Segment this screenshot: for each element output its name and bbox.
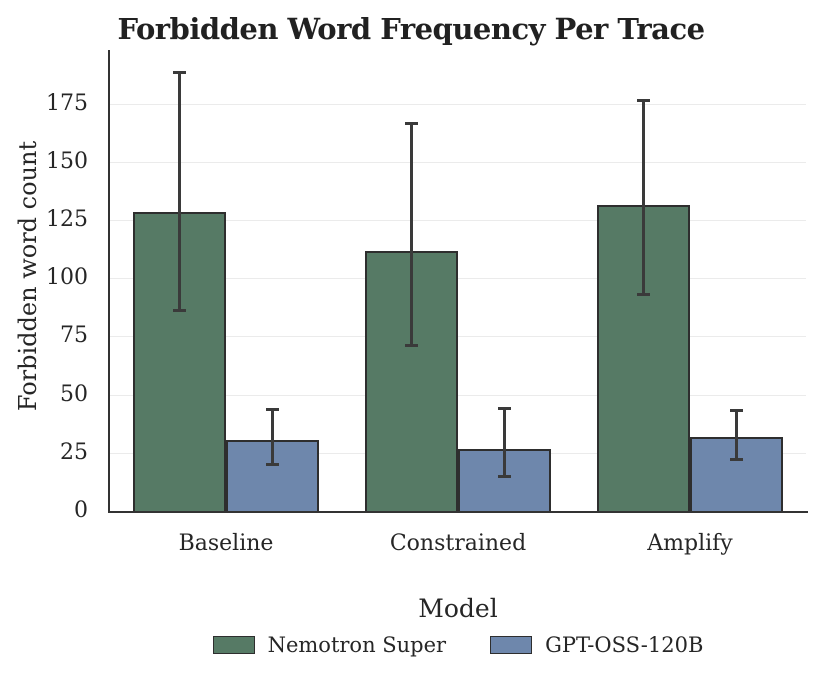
error-cap-bottom-gpt-oss-120b-constrained xyxy=(498,474,511,478)
error-bar-nemotron-super-constrained xyxy=(410,123,413,346)
y-tick-label-25: 25 xyxy=(60,439,88,465)
error-cap-bottom-nemotron-super-amplify xyxy=(637,292,650,296)
error-cap-top-nemotron-super-constrained xyxy=(405,121,418,125)
bar-nemotron-super-baseline xyxy=(133,211,226,511)
error-cap-top-nemotron-super-baseline xyxy=(173,70,186,74)
gridline-100 xyxy=(110,278,806,280)
error-bar-gpt-oss-120b-baseline xyxy=(271,409,274,465)
x-axis-ticks: Baseline Constrained Amplify xyxy=(110,531,806,561)
y-axis-ticks: 0 25 50 75 100 125 150 175 xyxy=(0,50,96,523)
error-cap-top-nemotron-super-amplify xyxy=(637,98,650,102)
legend-label-nemotron-super: Nemotron Super xyxy=(267,633,447,657)
legend-item-gpt-oss-120b: GPT-OSS-120B xyxy=(490,633,703,657)
x-tick-label-amplify: Amplify xyxy=(647,531,733,556)
error-cap-bottom-gpt-oss-120b-amplify xyxy=(730,458,743,462)
x-axis-label: Model xyxy=(418,594,498,623)
y-tick-label-175: 175 xyxy=(46,90,88,116)
y-tick-label-100: 100 xyxy=(46,265,88,291)
error-cap-top-gpt-oss-120b-baseline xyxy=(266,408,279,412)
error-cap-top-gpt-oss-120b-amplify xyxy=(730,409,743,413)
gridline-125 xyxy=(110,219,806,221)
legend-swatch-nemotron-super xyxy=(212,636,255,654)
error-bar-nemotron-super-baseline xyxy=(178,72,181,311)
error-cap-top-gpt-oss-120b-constrained xyxy=(498,407,511,411)
gridline-50 xyxy=(110,394,806,396)
error-cap-bottom-nemotron-super-constrained xyxy=(405,344,418,348)
legend-item-nemotron-super: Nemotron Super xyxy=(212,633,447,657)
y-tick-label-75: 75 xyxy=(60,323,88,349)
x-axis-spine xyxy=(108,511,808,513)
x-tick-label-constrained: Constrained xyxy=(389,531,527,556)
x-tick-label-baseline: Baseline xyxy=(178,531,274,556)
y-tick-label-50: 50 xyxy=(60,381,88,407)
error-bar-gpt-oss-120b-constrained xyxy=(503,408,506,477)
error-cap-bottom-gpt-oss-120b-baseline xyxy=(266,462,279,466)
error-cap-bottom-nemotron-super-baseline xyxy=(173,309,186,313)
legend-label-gpt-oss-120b: GPT-OSS-120B xyxy=(545,633,704,657)
gridline-175 xyxy=(110,103,806,105)
legend-swatch-gpt-oss-120b xyxy=(490,636,533,654)
y-tick-label-150: 150 xyxy=(46,148,88,174)
error-bar-gpt-oss-120b-amplify xyxy=(735,410,738,460)
gridline-75 xyxy=(110,336,806,338)
y-axis-spine xyxy=(108,50,110,513)
legend: Nemotron Super GPT-OSS-120B xyxy=(110,633,806,657)
chart-title: Forbidden Word Frequency Per Trace xyxy=(117,12,705,46)
plot-area xyxy=(108,50,808,513)
error-bar-nemotron-super-amplify xyxy=(642,100,645,295)
y-tick-label-125: 125 xyxy=(46,206,88,232)
gridline-150 xyxy=(110,161,806,163)
y-tick-label-0: 0 xyxy=(74,498,88,523)
